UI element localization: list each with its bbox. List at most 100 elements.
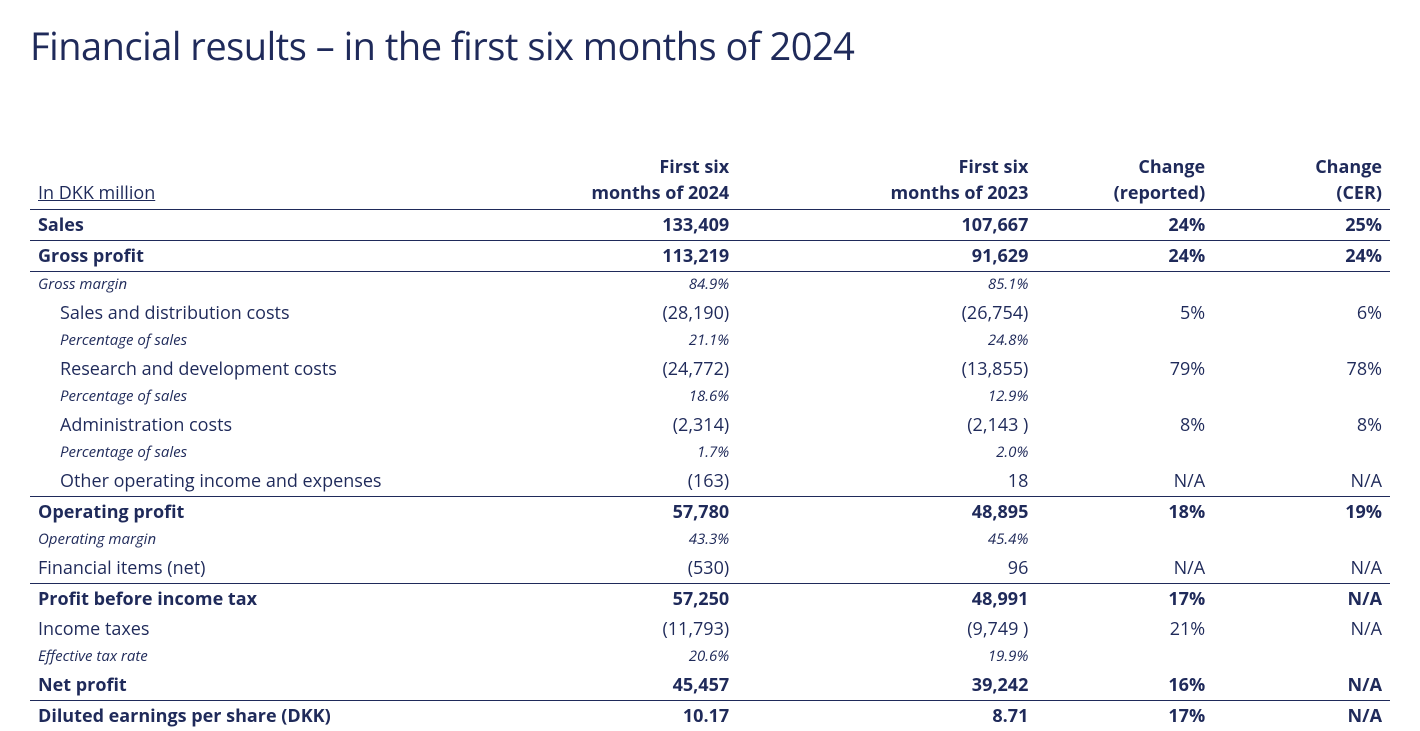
row-label: Operating profit [30,496,492,527]
row-value: (26,754) [737,298,1036,328]
row-label: Sales and distribution costs [30,298,492,328]
table-row: Sales133,409107,66724%25% [30,210,1390,241]
row-value: 85.1% [737,272,1036,298]
row-value: 17% [1036,583,1213,614]
row-value: 10.17 [492,700,737,731]
col-header-change-cer: Change (CER) [1213,152,1390,210]
row-value: 57,780 [492,496,737,527]
table-row: Gross profit113,21991,62924%24% [30,241,1390,272]
row-value: 43.3% [492,527,737,553]
table-row: Operating margin43.3%45.4% [30,527,1390,553]
row-value: 20.6% [492,644,737,670]
row-value: (28,190) [492,298,737,328]
row-label: Diluted earnings per share (DKK) [30,700,492,731]
row-value [1213,328,1390,354]
page-title: Financial results – in the first six mon… [30,20,1390,72]
row-value: 21.1% [492,328,737,354]
row-label: Income taxes [30,614,492,644]
col-header-2023: First six months of 2023 [737,152,1036,210]
row-value: 107,667 [737,210,1036,241]
row-value: 25% [1213,210,1390,241]
table-row: Diluted earnings per share (DKK)10.178.7… [30,700,1390,731]
row-value [1036,527,1213,553]
row-value: 8.71 [737,700,1036,731]
row-label: Effective tax rate [30,644,492,670]
row-value: N/A [1036,553,1213,584]
row-value: N/A [1213,670,1390,701]
row-value [1213,527,1390,553]
table-header-row: In DKK million First six months of 2024 … [30,152,1390,210]
row-value [1036,384,1213,410]
table-row: Effective tax rate20.6%19.9% [30,644,1390,670]
row-value [1036,440,1213,466]
row-label: Administration costs [30,410,492,440]
table-row: Sales and distribution costs(28,190)(26,… [30,298,1390,328]
row-value: N/A [1213,466,1390,497]
table-row: Administration costs(2,314)(2,143 )8%8% [30,410,1390,440]
row-label: Gross profit [30,241,492,272]
row-label: Sales [30,210,492,241]
row-value: (2,143 ) [737,410,1036,440]
row-value: 24% [1213,241,1390,272]
row-label: Research and development costs [30,354,492,384]
table-row: Research and development costs(24,772)(1… [30,354,1390,384]
row-value: 8% [1036,410,1213,440]
col-header-2024: First six months of 2024 [492,152,737,210]
col-header-change-reported: Change (reported) [1036,152,1213,210]
row-value: 2.0% [737,440,1036,466]
row-value [1213,440,1390,466]
row-value: (11,793) [492,614,737,644]
row-value: 39,242 [737,670,1036,701]
row-label: Net profit [30,670,492,701]
table-row: Other operating income and expenses(163)… [30,466,1390,497]
row-label: Financial items (net) [30,553,492,584]
row-value: 79% [1036,354,1213,384]
row-value [1213,272,1390,298]
table-row: Financial items (net)(530)96N/AN/A [30,553,1390,584]
row-value: 45.4% [737,527,1036,553]
row-value [1036,328,1213,354]
row-value: N/A [1213,700,1390,731]
row-value [1036,272,1213,298]
row-value: 18.6% [492,384,737,410]
row-value: 57,250 [492,583,737,614]
table-row: Profit before income tax57,25048,99117%N… [30,583,1390,614]
row-label: Percentage of sales [30,328,492,354]
row-value: 24% [1036,241,1213,272]
row-value: N/A [1213,583,1390,614]
row-value: 48,895 [737,496,1036,527]
row-value: 78% [1213,354,1390,384]
row-label: Gross margin [30,272,492,298]
row-value: N/A [1213,614,1390,644]
row-label: Operating margin [30,527,492,553]
table-row: Percentage of sales18.6%12.9% [30,384,1390,410]
financial-results-table: In DKK million First six months of 2024 … [30,152,1390,731]
table-row: Net profit45,45739,24216%N/A [30,670,1390,701]
row-value: 21% [1036,614,1213,644]
row-value: 133,409 [492,210,737,241]
table-row: Operating profit57,78048,89518%19% [30,496,1390,527]
row-value: N/A [1213,553,1390,584]
row-value: 24% [1036,210,1213,241]
row-value: 96 [737,553,1036,584]
row-label: Profit before income tax [30,583,492,614]
row-value: (2,314) [492,410,737,440]
row-value: 8% [1213,410,1390,440]
table-row: Gross margin84.9%85.1% [30,272,1390,298]
row-value: 18% [1036,496,1213,527]
row-value: (9,749 ) [737,614,1036,644]
row-value: 19% [1213,496,1390,527]
row-value [1213,384,1390,410]
row-value: 18 [737,466,1036,497]
row-value: 48,991 [737,583,1036,614]
table-row: Percentage of sales1.7%2.0% [30,440,1390,466]
table-row: Income taxes(11,793)(9,749 )21%N/A [30,614,1390,644]
row-value: 6% [1213,298,1390,328]
row-value: 19.9% [737,644,1036,670]
row-value: (13,855) [737,354,1036,384]
row-value: (163) [492,466,737,497]
row-label: Percentage of sales [30,384,492,410]
row-value: N/A [1036,466,1213,497]
table-row: Percentage of sales21.1%24.8% [30,328,1390,354]
row-value: 84.9% [492,272,737,298]
